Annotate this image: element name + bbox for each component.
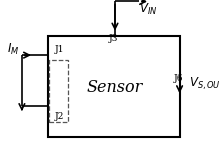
Text: J1: J1 [54, 45, 64, 54]
Text: $I_M$: $I_M$ [7, 42, 19, 57]
Text: J6: J6 [174, 74, 184, 83]
Text: J3: J3 [108, 34, 118, 43]
Text: $V_{IN}$: $V_{IN}$ [139, 2, 157, 17]
Bar [49, 60, 68, 122]
Text: $V_{S,OUT}$: $V_{S,OUT}$ [189, 75, 219, 92]
Bar [48, 36, 180, 137]
Text: J2: J2 [54, 112, 64, 121]
Text: Sensor: Sensor [87, 79, 143, 96]
